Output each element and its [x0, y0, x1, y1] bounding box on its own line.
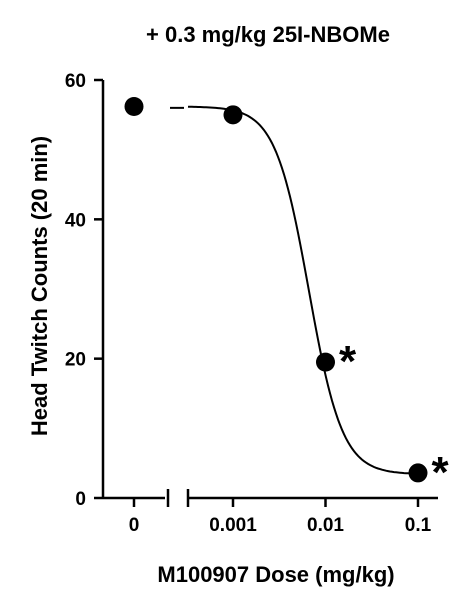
x-tick-label: 0.001: [209, 515, 257, 536]
y-axis-title: Head Twitch Counts (20 min): [27, 136, 52, 436]
y-tick-label: 0: [75, 489, 86, 510]
y-ticks: 0 20 40 60: [65, 71, 103, 510]
y-tick-label: 40: [65, 210, 86, 231]
data-point: [223, 105, 243, 125]
significance-marker: *: [431, 448, 449, 497]
y-tick-label: 20: [65, 350, 86, 371]
data-point: [408, 463, 428, 483]
y-axis: 0 20 40 60: [65, 71, 105, 510]
fit-curve-group: [170, 105, 419, 475]
x-tick-label: 0.01: [307, 515, 344, 536]
x-axis-title: M100907 Dose (mg/kg): [157, 562, 394, 587]
fit-curve: [187, 105, 419, 475]
x-axis: 0 0.001 0.01 0.1: [103, 489, 438, 536]
x-tick-label: 0: [129, 515, 140, 536]
significance-marker: *: [339, 337, 357, 386]
x-tick-label: 0.1: [405, 515, 432, 536]
data-points: **: [124, 96, 449, 497]
y-tick-label: 60: [65, 71, 86, 92]
x-ticks: 0 0.001 0.01 0.1: [129, 498, 432, 536]
data-point: [124, 96, 144, 116]
data-point: [316, 352, 335, 372]
chart-title: + 0.3 mg/kg 25I-NBOMe: [146, 22, 390, 47]
